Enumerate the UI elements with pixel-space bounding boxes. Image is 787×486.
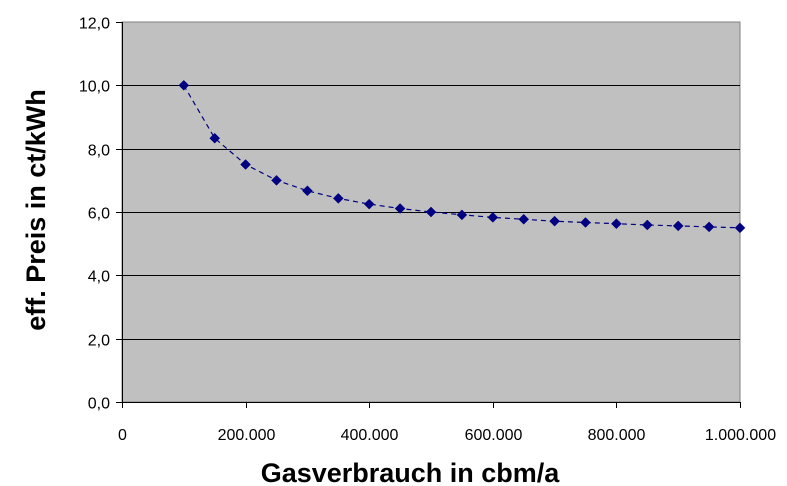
data-point [209, 132, 221, 144]
data-point [394, 203, 406, 214]
data-point [641, 219, 653, 231]
data-point [672, 220, 684, 232]
x-tick-label: 800.000 [588, 427, 646, 444]
data-point [703, 221, 715, 233]
data-point [611, 218, 622, 230]
x-tick-label: 400.000 [341, 427, 399, 444]
y-tick-label: 10,0 [79, 79, 110, 96]
x-axis-title: Gasverbrauch in cbm/a [261, 458, 561, 486]
y-axis: 0,0 2,0 4,0 6,0 8,0 10,0 12,0 [79, 16, 123, 413]
x-tick-label: 1.000.000 [705, 427, 776, 444]
data-point [425, 206, 437, 218]
y-tick-label: 2,0 [88, 333, 110, 350]
y-tick-label: 8,0 [88, 143, 110, 160]
y-axis-title: eff. Preis in ct/kWh [21, 89, 51, 331]
y-tick-label: 12,0 [79, 16, 110, 33]
series-markers [178, 79, 746, 234]
data-point [363, 198, 375, 210]
y-tick-label: 4,0 [88, 269, 110, 286]
x-tick-label: 600.000 [465, 427, 523, 444]
data-point [549, 215, 560, 227]
data-point [456, 209, 468, 221]
data-point [302, 185, 313, 197]
x-tick-label: 200.000 [218, 427, 276, 444]
gridlines [122, 85, 740, 340]
data-point [178, 79, 190, 91]
data-point [332, 193, 344, 204]
x-tick-label: 0 [118, 427, 127, 444]
data-point [240, 159, 251, 170]
data-point [487, 212, 499, 223]
data-point [734, 222, 746, 234]
y-tick-label: 6,0 [88, 206, 110, 223]
data-point [518, 213, 530, 225]
data-point [271, 174, 282, 186]
y-tick-label: 0,0 [88, 396, 110, 413]
data-point [580, 217, 591, 228]
x-axis: 0 200.000 400.000 600.000 800.000 1.000.000 [118, 402, 776, 444]
